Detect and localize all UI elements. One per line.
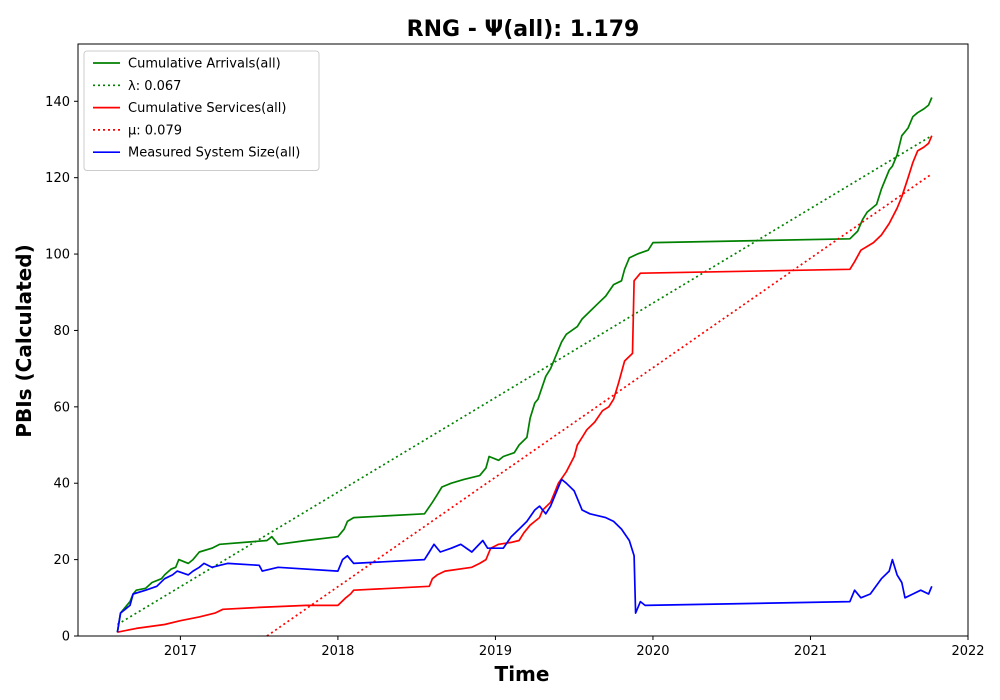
y-tick-label: 120: [45, 171, 70, 186]
series-line-5-measured-system-size-all: [116, 478, 933, 633]
legend-box: [83, 50, 320, 171]
x-tick-label: 2018: [321, 644, 354, 659]
x-tick-label: 2019: [479, 644, 512, 659]
legend-label: μ: 0.079: [128, 123, 182, 138]
legend-label: Cumulative Arrivals(all): [128, 57, 281, 72]
chart-title: RNG - Ψ(all): 1.179: [407, 17, 640, 42]
series-line-3-cumulative-services-all: [117, 135, 933, 634]
y-axis-ticks: 0 20 40 60 80 100 120 140: [45, 95, 78, 645]
legend-label: λ: 0.067: [128, 79, 181, 94]
legend-label: Measured System Size(all): [128, 146, 300, 161]
series-line-2-0-067: [116, 134, 933, 626]
x-tick-label: 2021: [794, 644, 827, 659]
y-tick-label: 100: [45, 248, 70, 263]
x-axis-label: Time: [495, 662, 550, 686]
legend: Cumulative Arrivals(all) λ: 0.067 Cumulati…: [83, 50, 320, 171]
x-axis-ticks: 2017 2018 2019 2020 2021 2022: [164, 636, 985, 659]
y-tick-label: 60: [53, 400, 70, 415]
y-tick-label: 40: [53, 477, 70, 492]
x-tick-label: 2017: [164, 644, 197, 659]
x-tick-label: 2022: [951, 644, 984, 659]
plot-frame: [77, 43, 969, 637]
y-tick-label: 80: [53, 324, 70, 339]
y-tick-label: 140: [45, 95, 70, 110]
plot-lines: [116, 97, 933, 637]
y-tick-label: 0: [62, 630, 70, 645]
legend-label: Cumulative Services(all): [128, 101, 286, 116]
y-axis-label: PBIs (Calculated): [12, 244, 36, 437]
x-tick-label: 2020: [636, 644, 669, 659]
y-tick-label: 20: [53, 553, 70, 568]
series-line-1-cumulative-arrivals-all: [116, 97, 933, 633]
